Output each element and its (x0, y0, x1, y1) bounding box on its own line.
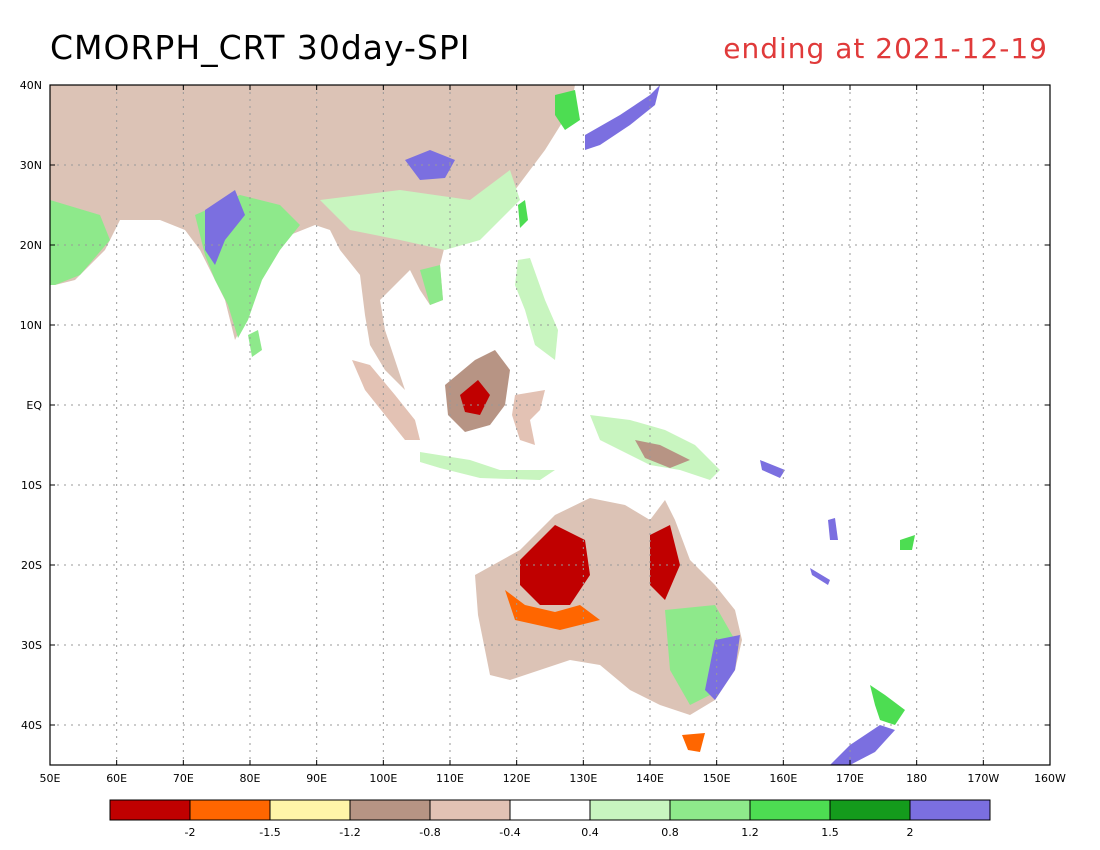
y-axis-label: 10S (21, 479, 42, 492)
new-zealand-south (830, 725, 895, 765)
tasmania-land (682, 733, 705, 752)
colorbar-swatch (749, 799, 831, 821)
australia-blue-east (705, 635, 740, 700)
australia-orange (505, 590, 600, 630)
colorbar-label: 0.8 (661, 826, 679, 839)
y-axis-label: EQ (26, 399, 42, 412)
x-axis-label: 50E (40, 772, 61, 785)
colorbar-label: -2 (185, 826, 196, 839)
y-axis-label: 20S (21, 559, 42, 572)
philippines-land (515, 258, 558, 360)
y-axis-label: 40N (20, 79, 42, 92)
x-axis-label: 150E (703, 772, 731, 785)
taiwan-land (518, 200, 528, 228)
colorbar-label: -0.8 (419, 826, 440, 839)
asia-land (50, 85, 575, 390)
korea-land (555, 90, 580, 130)
map-title: CMORPH_CRT 30day-SPI (50, 28, 471, 67)
x-axis-label: 110E (436, 772, 464, 785)
colorbar-label: 1.5 (821, 826, 839, 839)
colorbar-swatch (189, 799, 271, 821)
x-axis-label: 160W (1034, 772, 1066, 785)
sumatra-land (352, 360, 420, 440)
x-axis-label: 170E (836, 772, 864, 785)
colorbar-swatch (669, 799, 751, 821)
y-axis-label: 20N (20, 239, 42, 252)
map-date: ending at 2021-12-19 (723, 32, 1048, 65)
colorbar-swatch (509, 799, 591, 821)
x-axis-label: 180 (906, 772, 927, 785)
y-axis-label: 10N (20, 319, 42, 332)
grid-lines (50, 85, 1050, 765)
new-zealand-north (870, 685, 905, 725)
sri-lanka-land (248, 330, 262, 357)
australia-red-east (650, 525, 680, 600)
arabia-land (50, 200, 110, 285)
colorbar-label: -0.4 (499, 826, 520, 839)
colorbar-swatch (109, 799, 191, 821)
colorbar-label: -1.5 (259, 826, 280, 839)
y-axis-labels: 40N 30N 20N 10N EQ 10S 20S 30S 40S (20, 79, 43, 732)
x-axis-label: 130E (569, 772, 597, 785)
se-asia-green (420, 265, 443, 305)
japan-land (585, 85, 660, 150)
x-axis-labels: 50E 60E 70E 80E 90E 100E 110E 120E 130E 140E 150E 1… (40, 772, 1067, 785)
colorbar-label: 0.4 (581, 826, 599, 839)
colorbar-swatch (589, 799, 671, 821)
x-axis-label: 140E (636, 772, 664, 785)
new-guinea-brown (635, 440, 690, 468)
colorbar (109, 799, 991, 821)
borneo-red (460, 380, 490, 415)
colorbar-swatch (269, 799, 351, 821)
colorbar-swatch (909, 799, 991, 821)
solomon-islands (760, 460, 785, 478)
axis-ticks (49, 84, 1051, 765)
new-caledonia (810, 568, 830, 585)
java-land (420, 452, 555, 480)
china-green (320, 170, 520, 250)
vanuatu-islands (828, 518, 838, 540)
land-areas (50, 85, 915, 765)
x-axis-label: 100E (369, 772, 397, 785)
x-axis-label: 120E (503, 772, 531, 785)
colorbar-label: 1.2 (741, 826, 759, 839)
colorbar-label: 2 (907, 826, 914, 839)
y-axis-label: 30S (21, 639, 42, 652)
colorbar-swatch (349, 799, 431, 821)
x-axis-label: 80E (240, 772, 261, 785)
colorbar-labels: -2 -1.5 -1.2 -0.8 -0.4 0.4 0.8 1.2 1.5 2 (185, 826, 914, 839)
sulawesi-land (512, 390, 545, 445)
india-blue (205, 190, 245, 265)
colorbar-swatch (829, 799, 911, 821)
y-axis-label: 40S (21, 719, 42, 732)
colorbar-label: -1.2 (339, 826, 360, 839)
x-axis-label: 60E (106, 772, 127, 785)
y-axis-label: 30N (20, 159, 42, 172)
x-axis-label: 90E (306, 772, 327, 785)
x-axis-label: 70E (173, 772, 194, 785)
fiji-islands (900, 535, 915, 550)
map-frame (49, 84, 1051, 766)
x-axis-label: 160E (769, 772, 797, 785)
colorbar-swatch (429, 799, 511, 821)
x-axis-label: 170W (967, 772, 999, 785)
